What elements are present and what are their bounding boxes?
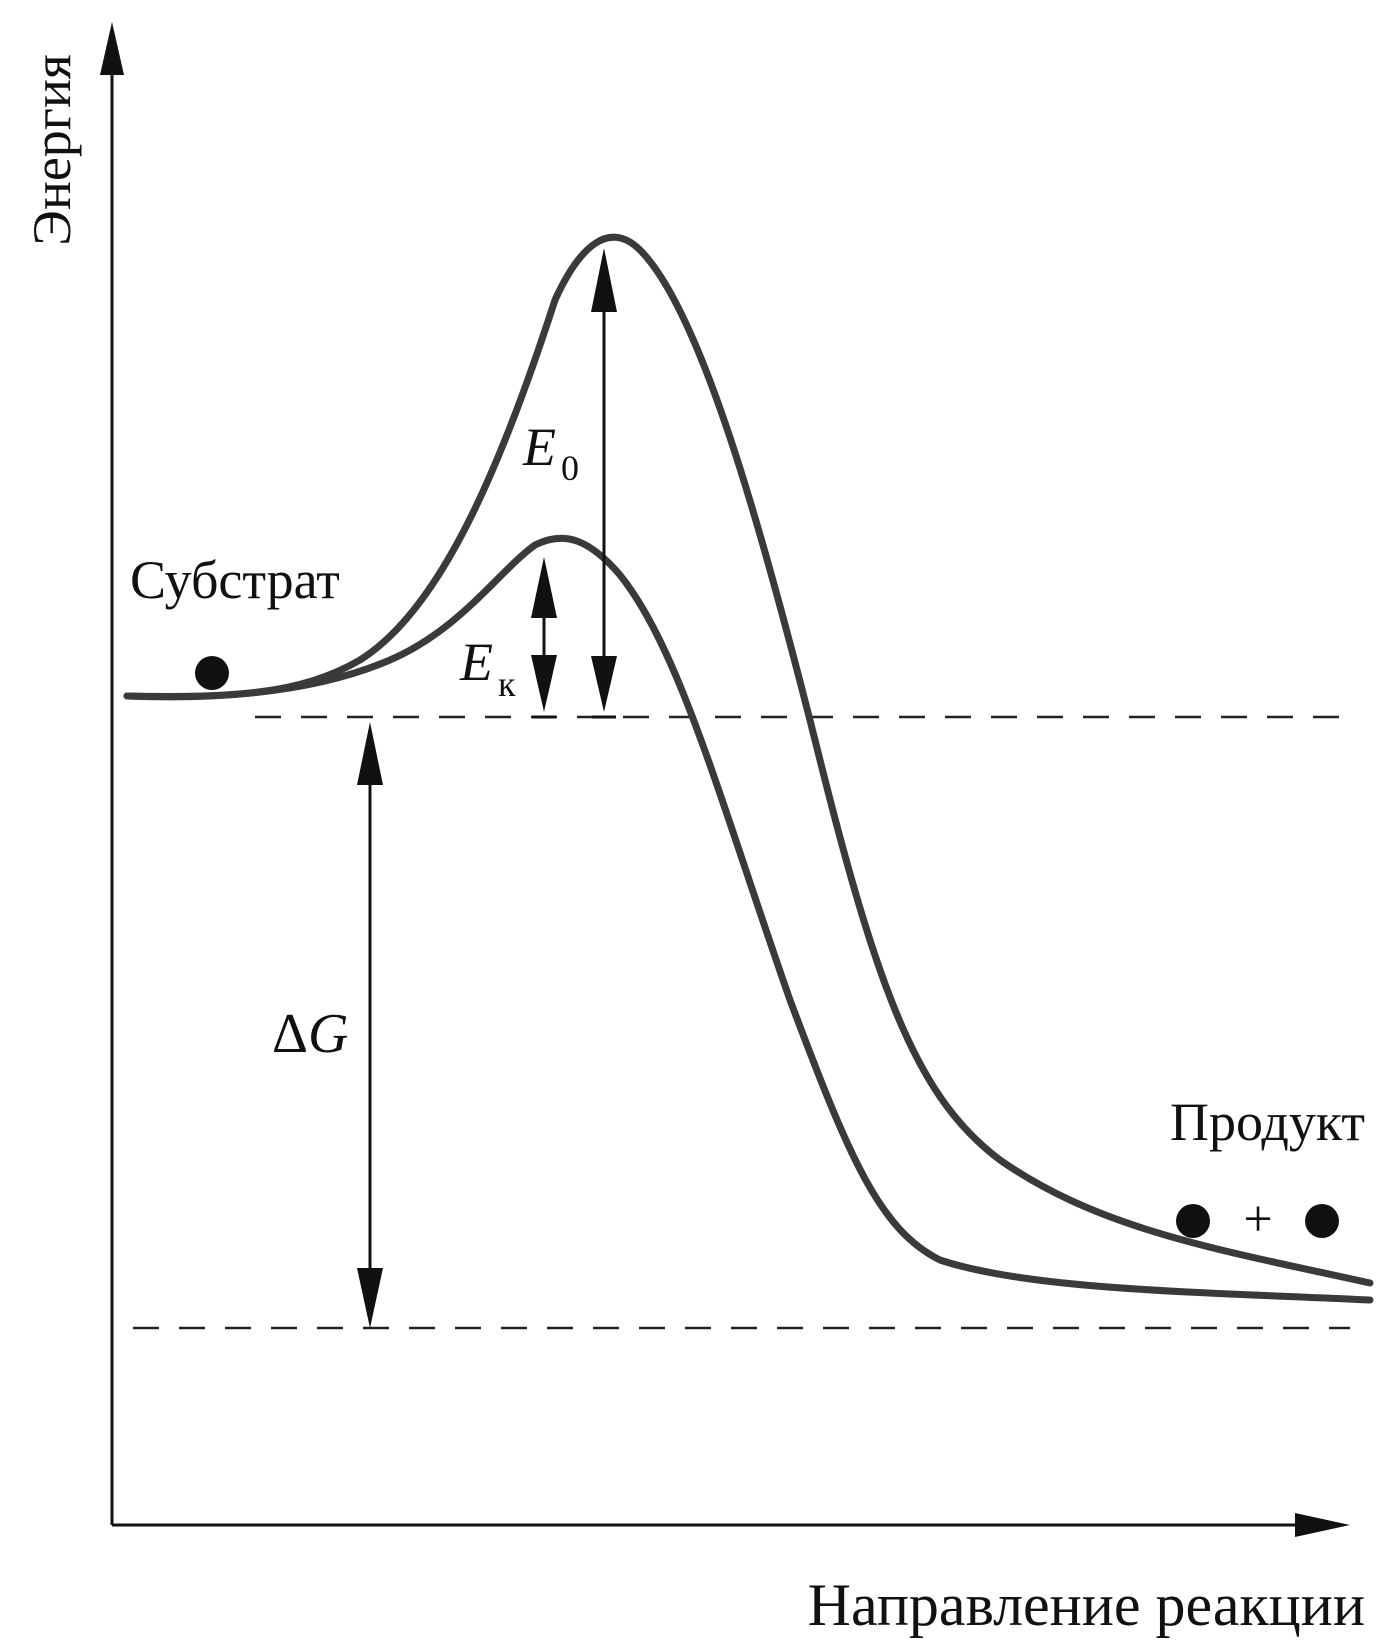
x-axis-label: Направление реакции — [808, 1572, 1365, 1638]
x-axis-arrowhead — [1295, 1513, 1350, 1537]
e0-arrowhead-up — [591, 248, 617, 312]
product-dot-right — [1305, 1204, 1339, 1238]
e0-arrowhead-down — [591, 656, 617, 712]
e0-label-subscript: 0 — [561, 448, 579, 488]
dg-delta: Δ — [272, 1003, 308, 1065]
e0-label: E — [522, 417, 556, 477]
substrate-label: Субстрат — [130, 550, 340, 610]
substrate-dot — [195, 656, 229, 690]
dg-label: ΔG — [272, 1003, 348, 1065]
dg-arrowhead-down — [357, 1268, 383, 1328]
e0-label-main: E — [522, 417, 556, 477]
dg-main: G — [308, 1003, 348, 1065]
ek-label-main: E — [459, 632, 493, 692]
product-plus-sign: + — [1243, 1191, 1272, 1248]
product-label: Продукт — [1170, 1092, 1365, 1152]
ek-label: E — [459, 632, 493, 692]
ek-arrowhead-down — [531, 655, 557, 712]
uncatalyzed-curve — [123, 233, 1374, 1287]
product-dot-left — [1176, 1204, 1210, 1238]
y-axis-label: Энергия — [22, 54, 82, 245]
ek-arrowhead-up — [531, 557, 557, 618]
dg-arrowhead-up — [357, 722, 383, 785]
catalyzed-curve — [123, 534, 1374, 1304]
ek-label-subscript: к — [498, 664, 516, 704]
y-axis-arrowhead — [100, 22, 124, 75]
